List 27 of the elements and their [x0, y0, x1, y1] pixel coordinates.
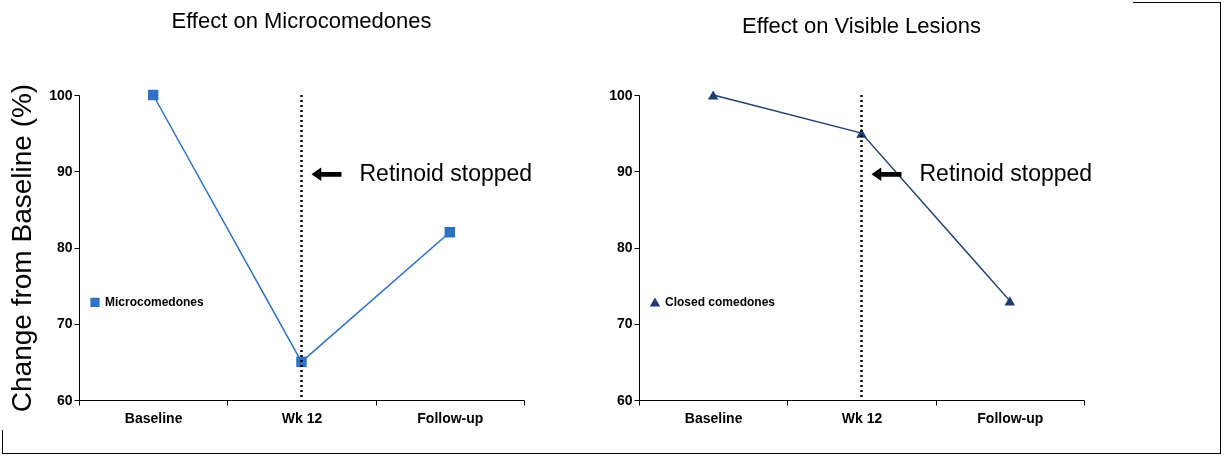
legend-label: Closed comedones — [665, 295, 776, 310]
y-tick-label: 90 — [616, 162, 633, 179]
chart-title: Effect on Microcomedones — [171, 8, 432, 34]
x-tick-label: Wk 12 — [281, 409, 323, 426]
y-tick-label: 80 — [56, 239, 73, 255]
x-tick-label: Baseline — [684, 409, 743, 426]
legend-label: Microcomedones — [105, 295, 205, 310]
x-tick-label: Baseline — [124, 409, 183, 426]
x-tick-label: Follow-up — [417, 409, 484, 426]
y-tick-label: 90 — [56, 162, 73, 179]
y-tick-label: 60 — [616, 391, 633, 408]
y-axis-title: Change from Baseline (%) — [6, 83, 38, 413]
x-tick-label: Wk 12 — [841, 409, 883, 426]
ref-line-label: Retinoid stopped — [919, 160, 1093, 187]
point — [444, 227, 456, 238]
chart-title: Effect on Visible Lesions — [742, 13, 981, 38]
point — [1004, 296, 1016, 306]
point — [147, 89, 159, 101]
y-tick-label: 60 — [56, 391, 73, 408]
y-tick-label: 70 — [616, 315, 633, 332]
y-tick-label: 100 — [49, 86, 73, 103]
y-tick-label: 80 — [616, 239, 633, 255]
point — [707, 90, 719, 100]
y-tick-label: 70 — [56, 315, 73, 332]
ref-line-label: Retinoid stopped — [359, 160, 533, 187]
y-tick-label: 100 — [609, 86, 633, 103]
x-tick-label: Follow-up — [977, 409, 1044, 426]
